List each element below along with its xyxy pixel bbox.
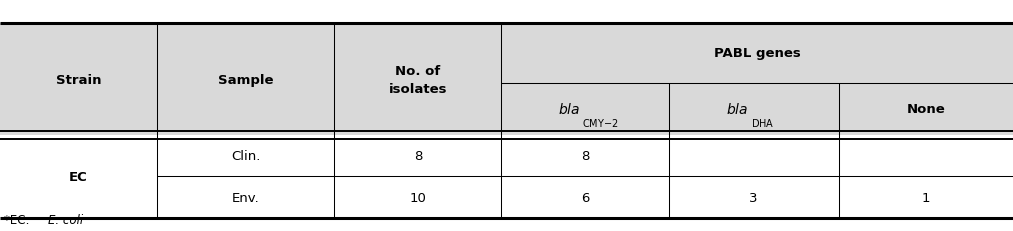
Text: Clin.: Clin. [231,149,260,162]
Bar [0,24,1013,135]
Text: E. coli: E. coli [48,213,83,226]
Text: Sample: Sample [218,73,274,86]
Text: None: None [907,103,945,116]
Text: *EC:: *EC: [4,213,33,226]
Text: PABL genes: PABL genes [714,47,800,60]
Text: $\mathrm{DHA}$: $\mathrm{DHA}$ [751,116,774,128]
Text: $\mathrm{CMY\mathsf{-}2}$: $\mathrm{CMY\mathsf{-}2}$ [581,116,619,128]
Text: $\mathit{bla}$: $\mathit{bla}$ [558,102,580,117]
Text: Env.: Env. [232,191,259,204]
Text: 10: 10 [409,191,426,204]
Text: 8: 8 [580,149,590,162]
Text: 6: 6 [580,191,590,204]
Text: 1: 1 [922,191,930,204]
Text: EC: EC [69,170,88,183]
Text: 3: 3 [750,191,758,204]
Text: $\mathit{bla}$: $\mathit{bla}$ [726,102,749,117]
Text: No. of
isolates: No. of isolates [389,64,447,95]
Text: Strain: Strain [56,73,101,86]
Text: 8: 8 [413,149,422,162]
Bar [0,135,1013,218]
